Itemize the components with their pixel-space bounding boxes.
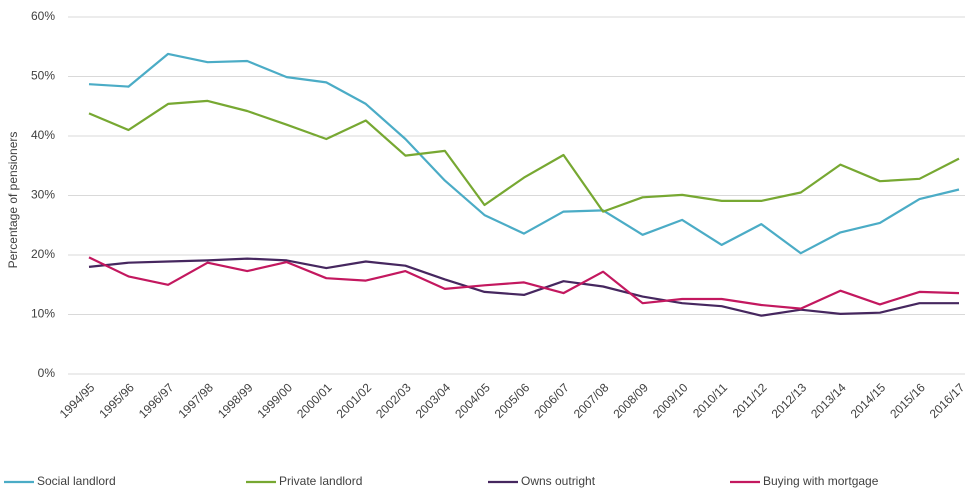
x-tick-label: 1998/99 — [215, 380, 256, 421]
x-tick-label: 2007/08 — [571, 380, 612, 421]
y-tick-label: 40% — [31, 128, 55, 142]
legend-label: Owns outright — [521, 474, 596, 488]
x-tick-label: 2008/09 — [610, 380, 651, 421]
x-tick-label: 2016/17 — [927, 380, 967, 421]
x-tick-label: 2003/04 — [413, 380, 454, 421]
x-tick-label: 1999/00 — [255, 380, 296, 421]
x-tick-label: 2011/12 — [730, 380, 770, 420]
x-tick-label: 2015/16 — [887, 380, 928, 421]
y-tick-label: 0% — [38, 366, 56, 380]
x-tick-label: 1994/95 — [57, 380, 98, 421]
series-line — [88, 99, 960, 213]
x-tick-label: 2010/11 — [690, 380, 730, 420]
x-tick-label: 1997/98 — [175, 380, 216, 421]
legend-label: Buying with mortgage — [763, 474, 879, 488]
x-tick-label: 2009/10 — [650, 380, 691, 421]
series-line — [88, 256, 960, 310]
x-tick-label: 2001/02 — [334, 380, 375, 421]
x-tick-label: 1996/97 — [136, 380, 177, 421]
series-line — [88, 257, 959, 317]
series-line — [88, 52, 960, 255]
x-tick-label: 2004/05 — [452, 380, 493, 421]
x-tick-label: 2006/07 — [531, 380, 572, 421]
y-axis-label: Percentage of pensioners — [6, 132, 20, 269]
x-tick-label: 2000/01 — [294, 380, 335, 421]
legend-label: Social landlord — [37, 474, 116, 488]
x-tick-label: 2012/13 — [769, 380, 810, 421]
legend-label: Private landlord — [279, 474, 362, 488]
x-tick-label: 1995/96 — [96, 380, 137, 421]
y-tick-label: 30% — [31, 188, 55, 202]
x-tick-label: 2014/15 — [848, 380, 889, 421]
x-tick-label: 2005/06 — [492, 380, 533, 421]
y-tick-label: 50% — [31, 69, 55, 83]
y-tick-label: 10% — [31, 307, 55, 321]
y-tick-label: 60% — [31, 9, 55, 23]
x-tick-label: 2013/14 — [808, 380, 849, 421]
x-tick-label: 2002/03 — [373, 380, 414, 421]
y-tick-label: 20% — [31, 247, 55, 261]
